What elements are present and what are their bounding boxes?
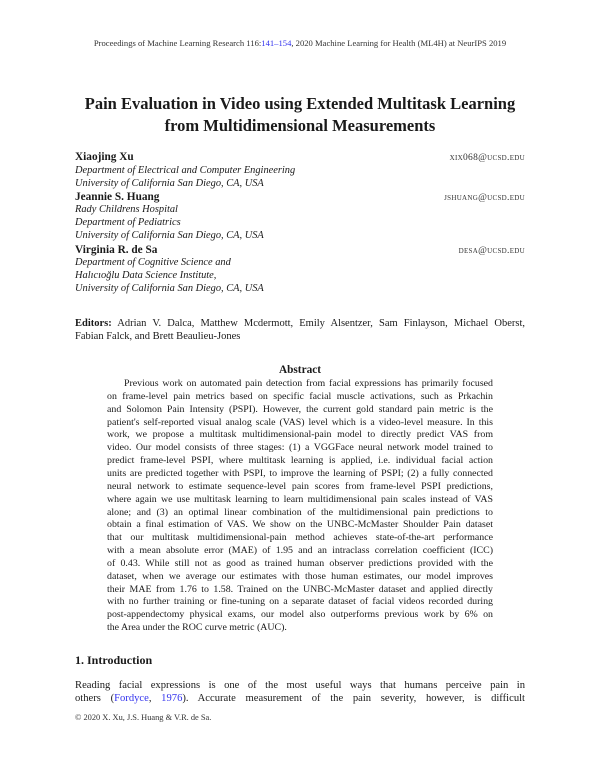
paper-title-line-1: Pain Evaluation in Video using Extended … [84, 94, 516, 113]
text: others ( [75, 693, 115, 704]
abstract-line: with no further training or fine-tuning … [107, 596, 493, 608]
abstract-line: that our multitask multidimensional-pain… [107, 532, 493, 544]
header-text-suffix: , 2020 Machine Learning for Health (ML4H… [291, 38, 507, 48]
abstract-line: alone; and (3) an optimal linear combina… [107, 506, 493, 518]
paper-title-line-2: from Multidimensional Measurements [164, 116, 436, 135]
copyright-footer: © 2020 X. Xu, J.S. Huang & V.R. de Sa. [75, 713, 212, 722]
author-affiliation: University of California San Diego, CA, … [75, 178, 264, 189]
abstract-line: work, we propose a multitask multidimens… [107, 429, 493, 441]
abstract-line: units are predicted together with PSPI, … [107, 467, 493, 479]
author-name: Xiaojing Xu [75, 151, 134, 163]
abstract-line: dataset, when we average our estimates w… [107, 570, 493, 582]
text: , [148, 693, 162, 704]
text: ). Accurate measurement of the pain seve… [182, 693, 526, 704]
pages-link[interactable]: 141–154 [261, 38, 292, 48]
author-affiliation: Department of Electrical and Computer En… [75, 165, 296, 176]
author-name: Jeannie S. Huang [75, 191, 160, 203]
abstract-line: patient's self-reported visual analog sc… [107, 416, 493, 428]
abstract-line: neural network to estimate sequence-leve… [107, 480, 493, 492]
abstract-line: predict frame-level PSPI, where multitas… [107, 455, 493, 467]
author-email: jshuang@ucsd.edu [444, 193, 525, 203]
running-header: Proceedings of Machine Learning Research… [0, 38, 600, 48]
editors-label: Editors: [75, 318, 112, 329]
author-affiliation: Department of Pediatrics [75, 217, 181, 228]
intro-line-1: Reading facial expressions is one of the… [75, 680, 525, 691]
editors-line-1: Editors: Adrian V. Dalca, Matthew Mcderm… [75, 318, 525, 329]
abstract-line: and Solomon Pain Intensity (PSPI). Howev… [107, 403, 493, 415]
header-text: Proceedings of Machine Learning Research… [93, 38, 262, 48]
abstract-line: where again we use multitask learning to… [107, 493, 493, 505]
abstract-heading: Abstract [278, 364, 322, 376]
editors-names: Adrian V. Dalca, Matthew Mcdermott, Emil… [117, 318, 525, 329]
citation-link-year[interactable]: 1976 [161, 693, 183, 704]
author-name: Virginia R. de Sa [75, 244, 158, 256]
section-heading-introduction: 1. Introduction [75, 653, 153, 667]
abstract-line: the Area under the ROC curve metric (AUC… [107, 622, 287, 634]
citation-link-author[interactable]: Fordyce [114, 693, 149, 704]
author-affiliation: University of California San Diego, CA, … [75, 283, 264, 294]
abstract-line: video. Our model consists of three stage… [107, 442, 493, 454]
author-affiliation: Department of Cognitive Science and [75, 257, 231, 268]
author-affiliation: University of California San Diego, CA, … [75, 230, 264, 241]
abstract-line: on frame-level pain metrics based on spe… [107, 390, 493, 402]
abstract-line: their MAE from 1.76 to 1.58. Trained on … [107, 583, 493, 595]
author-email: desa@ucsd.edu [458, 246, 525, 256]
editors-line-2: Fabian Falck, and Brett Beaulieu-Jones [75, 331, 241, 342]
abstract-line: post-appendectomy physical exams, our mo… [107, 609, 493, 621]
intro-line-2: others (Fordyce, 1976). Accurate measure… [75, 693, 525, 704]
author-affiliation: Halıcıoğlu Data Science Institute, [75, 270, 217, 281]
author-affiliation: Rady Childrens Hospital [75, 204, 178, 215]
abstract-line: of 0.43. While still not as good as trai… [107, 557, 493, 569]
abstract-line: Previous work on automated pain detectio… [124, 378, 493, 389]
author-email: xix068@ucsd.edu [449, 153, 525, 163]
abstract-line: with a mean absolute error (MAE) of 1.95… [107, 545, 493, 557]
abstract-line: obtain a final estimation of VAS. We sho… [107, 519, 493, 531]
